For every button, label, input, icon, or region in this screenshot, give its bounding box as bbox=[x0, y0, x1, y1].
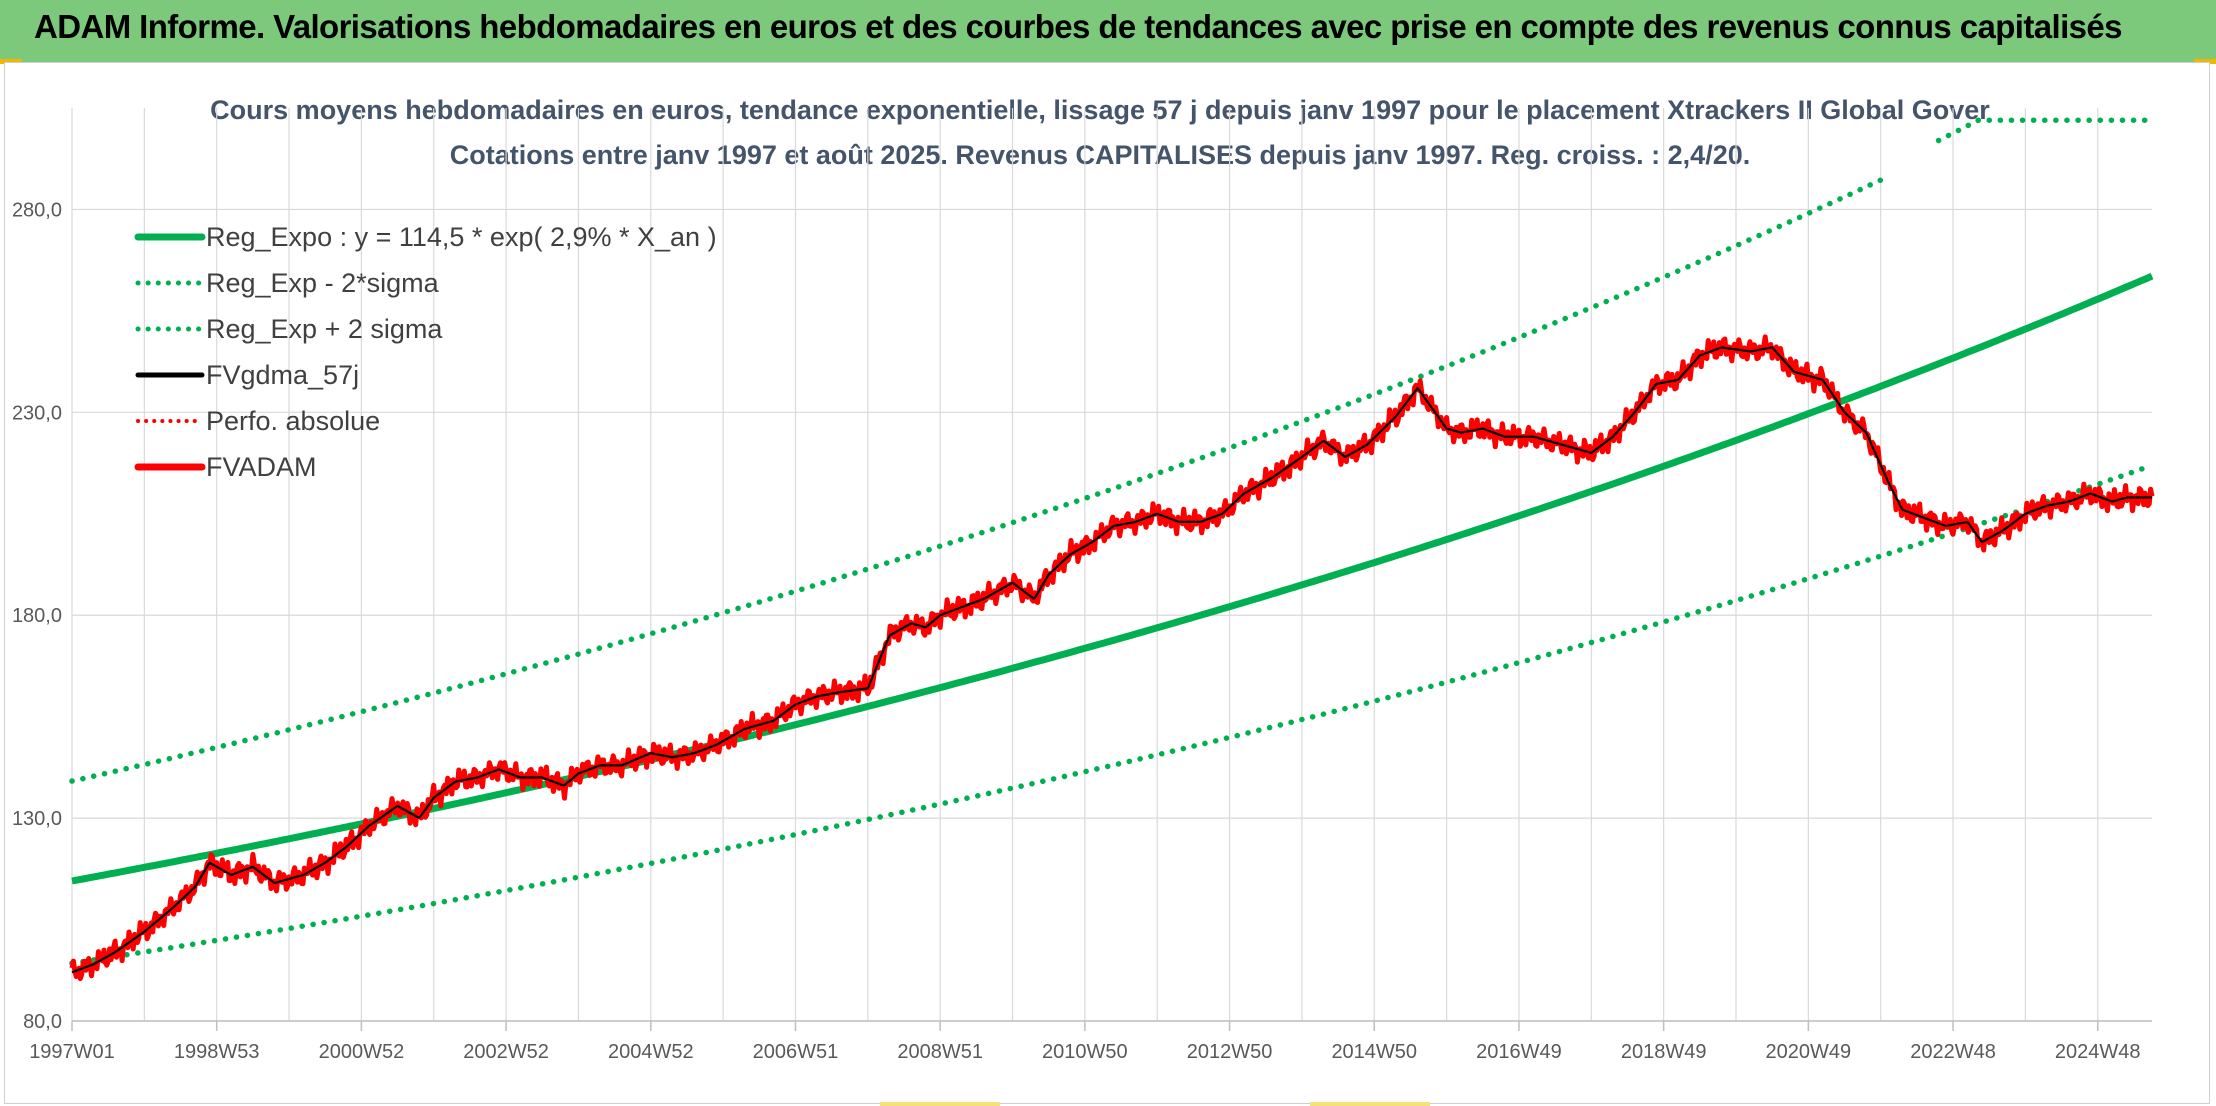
x-tick-label: 1997W01 bbox=[29, 1041, 115, 1063]
x-tick-label: 2000W52 bbox=[319, 1041, 405, 1063]
corner-marker-left bbox=[0, 59, 22, 64]
legend-label: Reg_Exp + 2 sigma bbox=[206, 314, 443, 344]
y-tick-label: 180,0 bbox=[12, 605, 62, 627]
series-reg-plus-2sigma-clipped bbox=[1935, 117, 2155, 144]
bottom-strip-right bbox=[1310, 1102, 1430, 1106]
report-banner: ADAM Informe. Valorisations hebdomadaire… bbox=[0, 0, 2216, 64]
x-tick-label: 2022W48 bbox=[1910, 1041, 1996, 1063]
y-tick-label: 230,0 bbox=[12, 402, 62, 424]
x-tick-label: 2020W49 bbox=[1766, 1041, 1852, 1063]
corner-marker-right bbox=[2194, 59, 2216, 64]
series-reg-plus-2sigma bbox=[69, 175, 1888, 784]
x-tick-label: 2016W49 bbox=[1476, 1041, 1562, 1063]
x-tick-label: 2006W51 bbox=[753, 1041, 839, 1063]
series-reg-expo bbox=[71, 272, 2154, 885]
legend: Reg_Expo : y = 114,5 * exp( 2,9% * X_an … bbox=[134, 222, 717, 482]
bottom-strip-left bbox=[880, 1102, 1000, 1106]
series-reg-minus-2sigma bbox=[69, 462, 2155, 966]
x-tick-label: 2002W52 bbox=[463, 1041, 549, 1063]
y-tick-label: 280,0 bbox=[12, 199, 62, 221]
x-tick-label: 2012W50 bbox=[1187, 1041, 1273, 1063]
legend-label: Reg_Expo : y = 114,5 * exp( 2,9% * X_an … bbox=[206, 222, 717, 252]
series-fvadam bbox=[69, 334, 2155, 982]
y-tick-label: 130,0 bbox=[12, 808, 62, 830]
chart-subtitle: Cotations entre janv 1997 et août 2025. … bbox=[450, 140, 1750, 170]
legend-label: FVADAM bbox=[206, 452, 317, 482]
x-tick-label: 2018W49 bbox=[1621, 1041, 1707, 1063]
x-tick-label: 2024W48 bbox=[2055, 1041, 2141, 1063]
axes: 80,0 130,0 180,0 230,0 280,0 1997W01 1998W53 20… bbox=[12, 199, 2152, 1063]
legend-label: Reg_Exp - 2*sigma bbox=[206, 268, 440, 298]
y-tick-label: 80,0 bbox=[23, 1011, 62, 1033]
x-tick-label: 1998W53 bbox=[174, 1041, 260, 1063]
x-tick-label: 2010W50 bbox=[1042, 1041, 1128, 1063]
report-banner-title: ADAM Informe. Valorisations hebdomadaire… bbox=[34, 8, 2123, 45]
x-tick-label: 2008W51 bbox=[897, 1041, 983, 1063]
x-tick-label: 2004W52 bbox=[608, 1041, 694, 1063]
series-layer bbox=[69, 117, 2155, 982]
x-tick-label: 2014W50 bbox=[1331, 1041, 1417, 1063]
series-fvgdma-57j bbox=[71, 346, 2152, 974]
legend-label: FVgdma_57j bbox=[206, 360, 359, 390]
legend-label: Perfo. absolue bbox=[206, 406, 380, 436]
chart-frame bbox=[4, 62, 2210, 1104]
chart-title: Cours moyens hebdomadaires en euros, ten… bbox=[210, 95, 1990, 125]
